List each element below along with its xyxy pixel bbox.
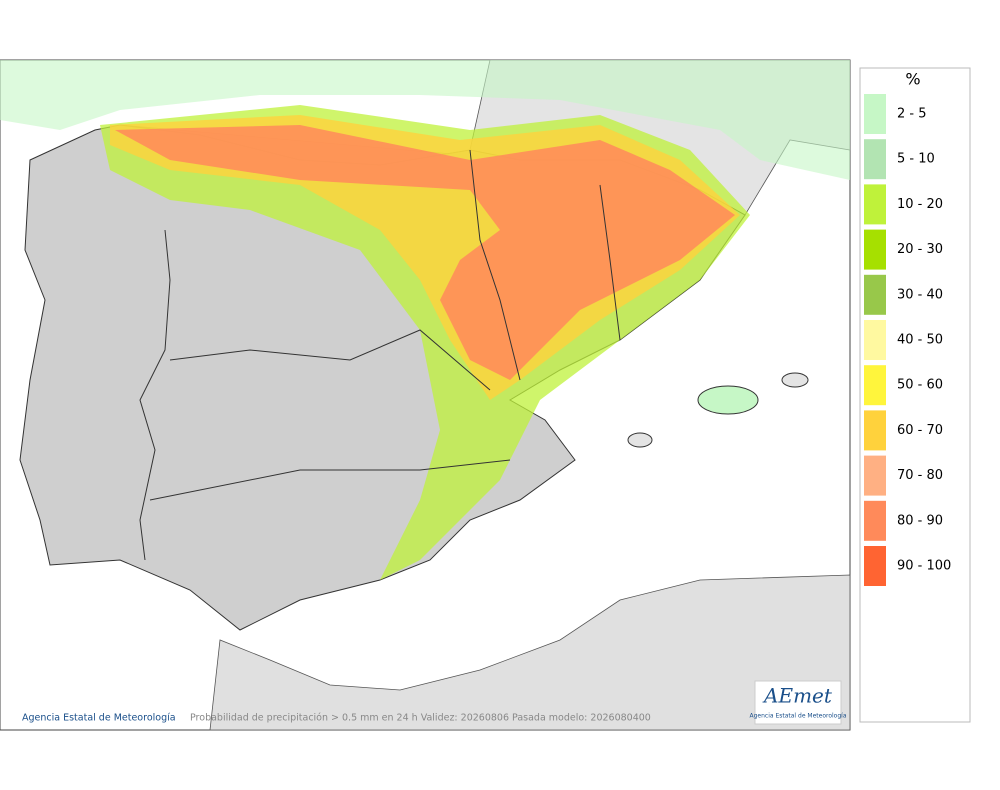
legend-label: 50 - 60 xyxy=(897,378,943,393)
legend-swatch xyxy=(864,546,886,586)
legend-label: 30 - 40 xyxy=(897,287,943,302)
legend-swatch xyxy=(864,365,886,406)
logo-box xyxy=(754,680,842,725)
footer-caption: Probabilidad de precipitación > 0.5 mm e… xyxy=(190,713,651,724)
logo-text: AEmet xyxy=(762,684,833,708)
legend-title: % xyxy=(905,70,920,89)
legend-label: 70 - 80 xyxy=(897,468,943,483)
legend-label: 10 - 20 xyxy=(897,197,943,212)
legend-label: 80 - 90 xyxy=(897,513,943,528)
footer-credit: Agencia Estatal de Meteorología xyxy=(22,713,176,724)
region-border xyxy=(469,149,521,381)
region-border xyxy=(149,459,511,501)
legend-swatch xyxy=(864,184,886,225)
precip-low xyxy=(0,60,850,180)
legend-swatch xyxy=(864,94,886,134)
africa xyxy=(209,574,851,731)
legend-swatch xyxy=(864,139,886,180)
legend-swatch xyxy=(864,229,886,270)
legend-swatch xyxy=(864,274,886,315)
legend-swatch xyxy=(864,500,886,541)
legend-label: 5 - 10 xyxy=(897,152,935,167)
map: Agencia Estatal de Meteorología Probabil… xyxy=(0,59,851,731)
ibiza xyxy=(627,432,653,448)
borders xyxy=(139,149,621,561)
legend-label: 60 - 70 xyxy=(897,423,943,438)
precip-top xyxy=(115,125,735,380)
menorca xyxy=(781,372,809,388)
region-border xyxy=(599,184,621,341)
region-border xyxy=(169,329,491,391)
legend-label: 40 - 50 xyxy=(897,333,943,348)
mallorca xyxy=(697,385,759,415)
logo-subtitle: Agencia Estatal de Meteorología xyxy=(750,713,847,720)
portugal-border xyxy=(139,229,171,561)
legend-swatch xyxy=(864,320,886,360)
legend-label: 2 - 5 xyxy=(897,107,927,122)
legend-label: 90 - 100 xyxy=(897,559,951,574)
legend: % 2 - 5 5 - 10 10 - 20 20 - 30 30 - 40 40 - 5… xyxy=(859,67,971,723)
legend-swatch xyxy=(864,410,886,451)
legend-swatch xyxy=(864,455,886,496)
legend-label: 20 - 30 xyxy=(897,242,943,257)
